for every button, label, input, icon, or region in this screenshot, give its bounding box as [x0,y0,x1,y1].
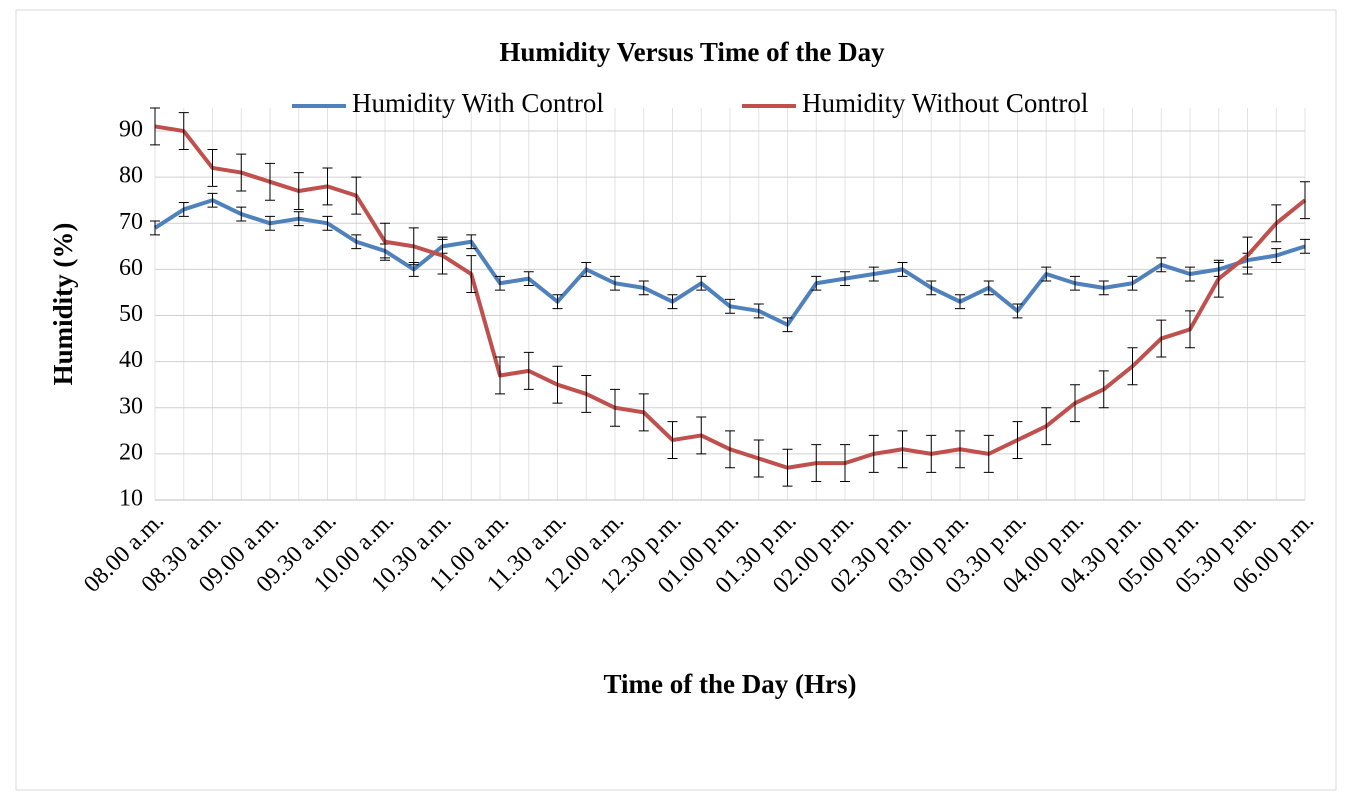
error-bar [868,434,879,473]
error-bar [1156,257,1167,273]
error-bar [178,202,189,217]
error-bar [552,294,563,310]
chart-border [15,9,1337,791]
error-bar [466,234,477,250]
error-bar [1156,319,1167,358]
y-tick-label: 70 [119,209,143,235]
error-bar [1041,266,1052,282]
error-bar [868,266,879,282]
error-bar [1185,266,1195,282]
error-bar [1242,236,1253,275]
error-bar [1300,181,1310,220]
y-tick-label: 90 [119,117,143,143]
error-bar [293,172,304,210]
y-tick-label: 60 [119,255,143,281]
y-tick-label: 40 [119,347,143,373]
error-bar [1012,303,1023,319]
error-bar [150,107,160,146]
error-bar [926,280,937,296]
error-bar [753,439,764,478]
y-tick-label: 10 [119,486,143,512]
error-bar [466,255,477,293]
error-bar [983,434,994,473]
error-bar [725,298,735,314]
error-bar [1185,310,1195,349]
error-bar [811,444,822,483]
error-bar [322,167,333,206]
error-bar [351,176,362,215]
error-bar [1127,275,1138,291]
y-axis-title: Humidity (%) [48,223,78,386]
legend-label: Humidity With Control [352,88,604,118]
y-tick-label: 20 [119,439,143,465]
error-bar [1213,259,1224,298]
error-bar [293,211,304,227]
error-bar [178,112,189,151]
error-bar [955,294,965,310]
error-bar [753,303,764,319]
error-bar [1070,275,1080,291]
error-bar [581,374,592,413]
error-bar [437,236,448,275]
error-bar [610,388,620,427]
error-bar [1271,248,1282,263]
error-bar [840,444,850,483]
error-bar [811,275,822,291]
error-bar [523,351,534,390]
error-bar [495,356,505,395]
chart-title: Humidity Versus Time of the Day [499,37,885,67]
error-bar [236,153,247,192]
error-bar [1098,280,1109,296]
legend-label: Humidity Without Control [802,88,1088,118]
error-bar [1127,347,1138,386]
error-bar [351,234,362,250]
error-bar [1041,407,1052,446]
error-bar [322,215,333,231]
y-tick-label: 30 [119,393,143,419]
error-bar [265,215,275,231]
error-bar [667,421,678,459]
error-bar [696,275,707,291]
error-bar [1271,204,1282,243]
error-bar [638,280,649,296]
error-bar [1098,370,1109,409]
error-bar [897,261,908,277]
error-bar [1300,238,1310,254]
error-bar [207,192,218,208]
error-bar [897,430,908,469]
error-bar [638,393,649,432]
error-bar [523,271,534,287]
x-axis-title: Time of the Day (Hrs) [604,669,857,699]
error-bar [236,206,247,222]
error-bar [840,271,850,287]
error-bar [926,434,937,473]
error-bar [782,317,793,333]
error-bar [983,280,994,296]
error-bar [1012,421,1023,459]
y-tick-label: 50 [119,301,143,327]
error-bar [552,365,563,404]
error-bar [955,430,965,469]
error-bar [696,416,707,455]
error-bar [207,149,218,187]
error-bar [380,222,390,261]
error-bar [150,220,160,236]
error-bar [265,162,275,201]
error-bar [667,294,678,310]
error-bar [495,275,505,291]
error-bar [581,261,592,277]
error-bar [610,275,620,291]
error-bar [782,448,793,487]
error-bar [1070,384,1080,423]
error-bar [725,430,735,469]
error-bar [408,227,419,266]
y-tick-label: 80 [119,163,143,189]
